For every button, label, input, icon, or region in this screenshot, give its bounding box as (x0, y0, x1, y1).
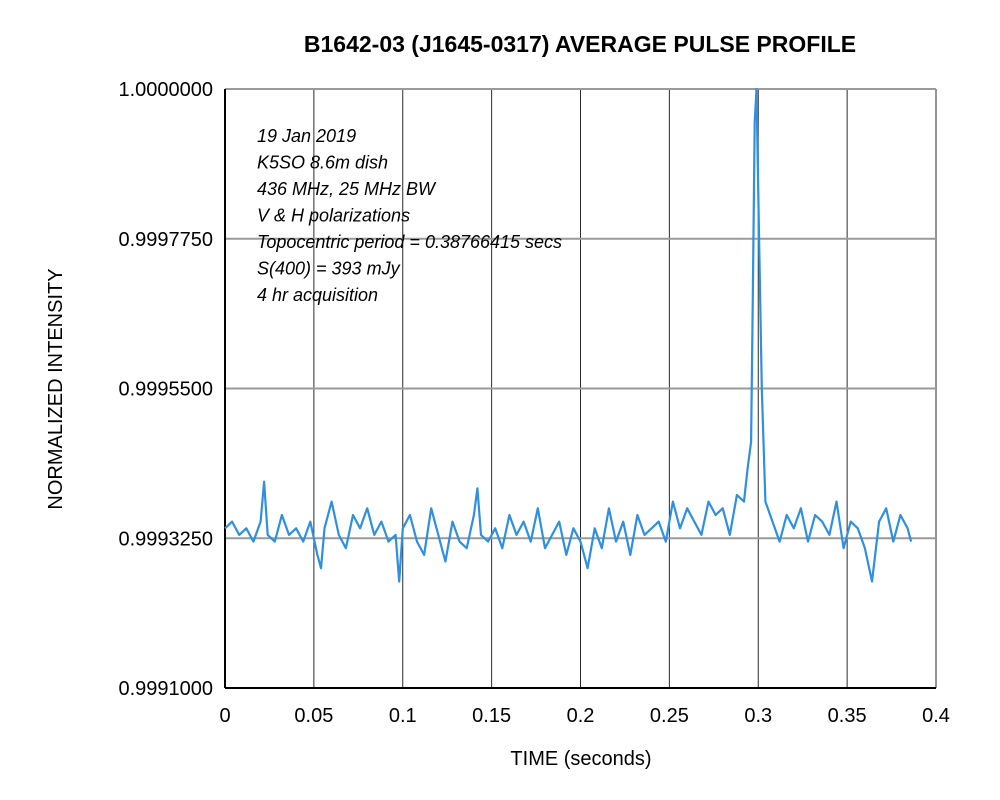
x-tick-label: 0.35 (828, 705, 867, 727)
x-tick-label: 0.4 (922, 705, 950, 727)
series-line (224, 87, 913, 583)
annotation-line: 436 MHz, 25 MHz BW (257, 179, 437, 199)
x-tick-label: 0.25 (650, 705, 689, 727)
annotations: 19 Jan 2019 K5SO 8.6m dish 436 MHz, 25 MHz… (257, 126, 562, 305)
x-tick-label: 0.1 (389, 705, 417, 727)
y-tick-label: 0.9993250 (118, 528, 213, 550)
y-tick-label: 1.0000000 (118, 79, 213, 101)
annotation-line: 19 Jan 2019 (257, 126, 356, 146)
tick-labels: 0 0.05 0.1 0.15 0.2 0.25 0.3 0.35 0.4 0.9991000 0.… (118, 79, 949, 727)
x-tick-label: 0.15 (472, 705, 511, 727)
annotation-line: S(400) = 393 mJy (257, 259, 401, 279)
chart-title: B1642-03 (J1645-0317) AVERAGE PULSE PROF… (304, 31, 856, 57)
y-tick-label: 0.9995500 (118, 379, 213, 401)
annotation-line: V & H polarizations (257, 206, 410, 226)
y-tick-label: 0.9997750 (118, 229, 213, 251)
x-tick-label: 0.05 (294, 705, 333, 727)
x-tick-label: 0 (219, 705, 230, 727)
series-layer (224, 87, 913, 583)
axes (224, 89, 936, 689)
annotation-line: K5SO 8.6m dish (257, 153, 388, 173)
annotation-line: 4 hr acquisition (257, 285, 378, 305)
y-axis-label: NORMALIZED INTENSITY (45, 268, 67, 509)
y-tick-label: 0.9991000 (118, 678, 213, 700)
x-axis-label: TIME (seconds) (510, 748, 651, 770)
annotation-line: Topocentric period = 0.38766415 secs (257, 232, 562, 252)
x-tick-label: 0.3 (744, 705, 772, 727)
x-tick-label: 0.2 (567, 705, 595, 727)
